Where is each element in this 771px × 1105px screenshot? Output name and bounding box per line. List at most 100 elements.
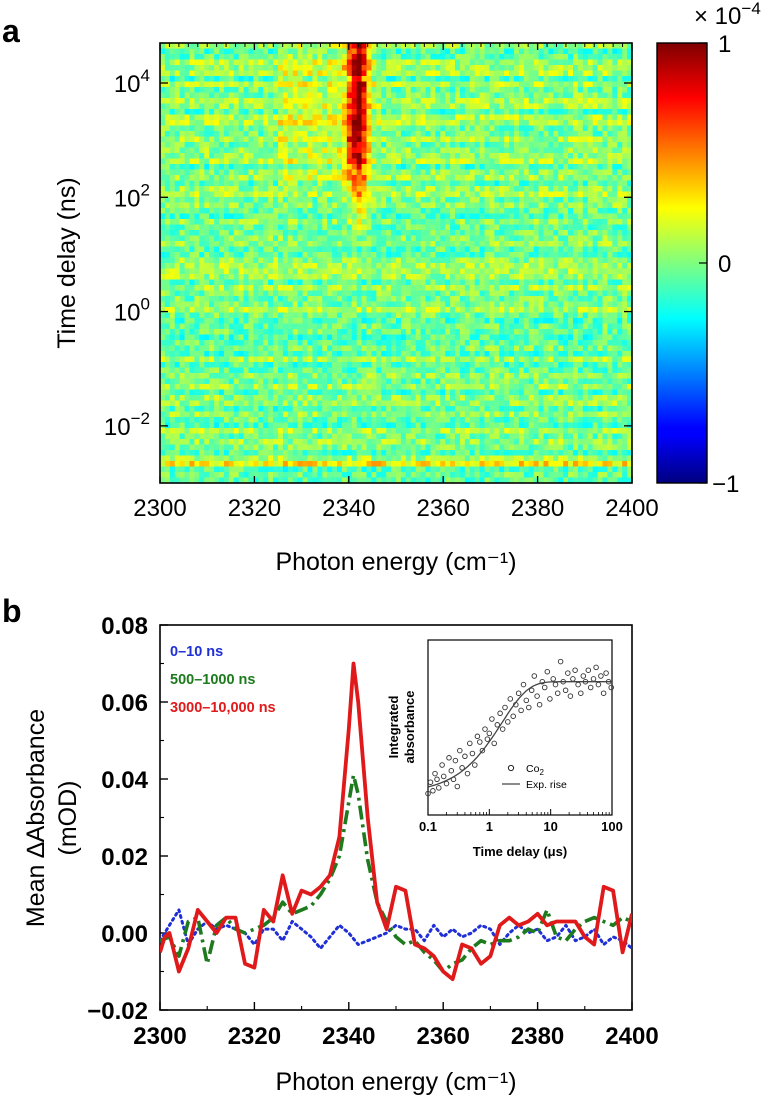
heatmap-cell — [253, 191, 259, 198]
heatmap-cell — [356, 323, 362, 330]
heatmap-cell — [169, 208, 176, 214]
heatmap-cell — [607, 268, 613, 275]
heatmap-cell — [577, 301, 584, 308]
heatmap-cell — [351, 241, 358, 247]
heatmap-cell — [533, 312, 539, 319]
heatmap-cell — [415, 125, 421, 132]
heatmap-cell — [317, 224, 323, 231]
heatmap-cell — [400, 213, 407, 220]
heatmap-cell — [410, 186, 417, 192]
heatmap-cell — [622, 290, 628, 297]
heatmap-cell — [243, 120, 249, 126]
heatmap-cell — [381, 76, 387, 82]
heatmap-cell — [194, 213, 200, 220]
heatmap-cell — [248, 186, 254, 192]
heatmap-cell — [627, 318, 633, 324]
heatmap-cell — [189, 191, 195, 198]
heatmap-cell — [174, 87, 181, 93]
heatmap-cell — [582, 180, 589, 187]
heatmap-cell — [528, 186, 535, 192]
heatmap-cell — [312, 70, 318, 77]
heatmap-cell — [184, 175, 190, 181]
heatmap-cell — [376, 202, 382, 209]
heatmap-cell — [415, 153, 421, 159]
heatmap-cell — [169, 224, 176, 231]
heatmap-cell — [577, 114, 584, 121]
heatmap-cell — [337, 191, 343, 198]
heatmap-cell — [233, 246, 240, 253]
heatmap-cell — [396, 285, 402, 291]
heatmap-cell — [455, 76, 461, 82]
heatmap-cell — [219, 279, 225, 286]
heatmap-cell — [415, 296, 421, 302]
heatmap-cell — [248, 252, 254, 258]
heatmap-cell — [499, 98, 505, 104]
heatmap-cell — [514, 268, 520, 275]
heatmap-cell — [341, 246, 348, 253]
heatmap-cell — [228, 125, 235, 132]
heatmap-cell — [582, 136, 589, 143]
heatmap-cell — [484, 191, 490, 198]
heatmap-cell — [489, 323, 495, 330]
heatmap-cell — [322, 136, 328, 143]
heatmap-cell — [592, 76, 598, 82]
heatmap-cell — [302, 197, 308, 203]
heatmap-cell — [263, 120, 269, 126]
heatmap-cell — [538, 142, 544, 148]
heatmap-cell — [238, 180, 244, 187]
heatmap-cell — [504, 147, 510, 154]
heatmap-cell — [474, 296, 480, 302]
heatmap-cell — [278, 92, 284, 99]
heatmap-cell — [622, 307, 628, 313]
heatmap-cell — [553, 98, 559, 104]
heatmap-cell — [174, 131, 181, 137]
heatmap-cell — [420, 224, 426, 231]
heatmap-cell — [612, 70, 618, 77]
heatmap-cell — [292, 59, 299, 66]
heatmap-cell — [528, 131, 535, 137]
heatmap-cell — [238, 230, 244, 236]
heatmap-cell — [587, 307, 594, 313]
heatmap-cell — [445, 224, 451, 231]
heatmap-cell — [415, 103, 421, 110]
heatmap-cell — [351, 142, 358, 148]
heatmap-cell — [258, 169, 264, 176]
heatmap-cell — [356, 125, 362, 132]
heatmap-cell — [415, 219, 421, 225]
heatmap-cell — [450, 164, 456, 170]
heatmap-cell — [351, 65, 358, 71]
heatmap-cell — [332, 263, 338, 269]
heatmap-cell — [602, 268, 608, 275]
heatmap-cell — [568, 307, 574, 313]
heatmap-cell — [361, 290, 367, 297]
heatmap-cell — [445, 301, 451, 308]
heatmap-cell — [504, 114, 510, 121]
heatmap-cell — [184, 274, 190, 280]
heatmap-cell — [248, 98, 254, 104]
heatmap-cell — [415, 65, 421, 71]
heatmap-cell — [435, 65, 441, 71]
heatmap-cell — [607, 202, 613, 209]
heatmap-cell — [459, 224, 466, 231]
heatmap-cell — [351, 169, 358, 176]
heatmap-cell — [479, 48, 485, 55]
heatmap-cell — [189, 246, 195, 253]
heatmap-cell — [415, 274, 421, 280]
heatmap-cell — [194, 290, 200, 297]
heatmap-cell — [587, 103, 594, 110]
heatmap-cell — [405, 103, 412, 110]
heatmap-cell — [268, 142, 274, 148]
heatmap-cell — [400, 246, 407, 253]
heatmap-cell — [425, 43, 431, 49]
heatmap-cell — [282, 263, 289, 269]
heatmap-cell — [214, 208, 220, 214]
heatmap-cell — [533, 98, 539, 104]
heatmap-cell — [617, 290, 623, 297]
heatmap-cell — [533, 252, 539, 258]
heatmap-cell — [420, 208, 426, 214]
heatmap-cell — [228, 109, 235, 115]
heatmap-cell — [258, 268, 264, 275]
heatmap-cell — [174, 175, 181, 181]
heatmap-cell — [577, 197, 584, 203]
heatmap-cell — [361, 219, 367, 225]
